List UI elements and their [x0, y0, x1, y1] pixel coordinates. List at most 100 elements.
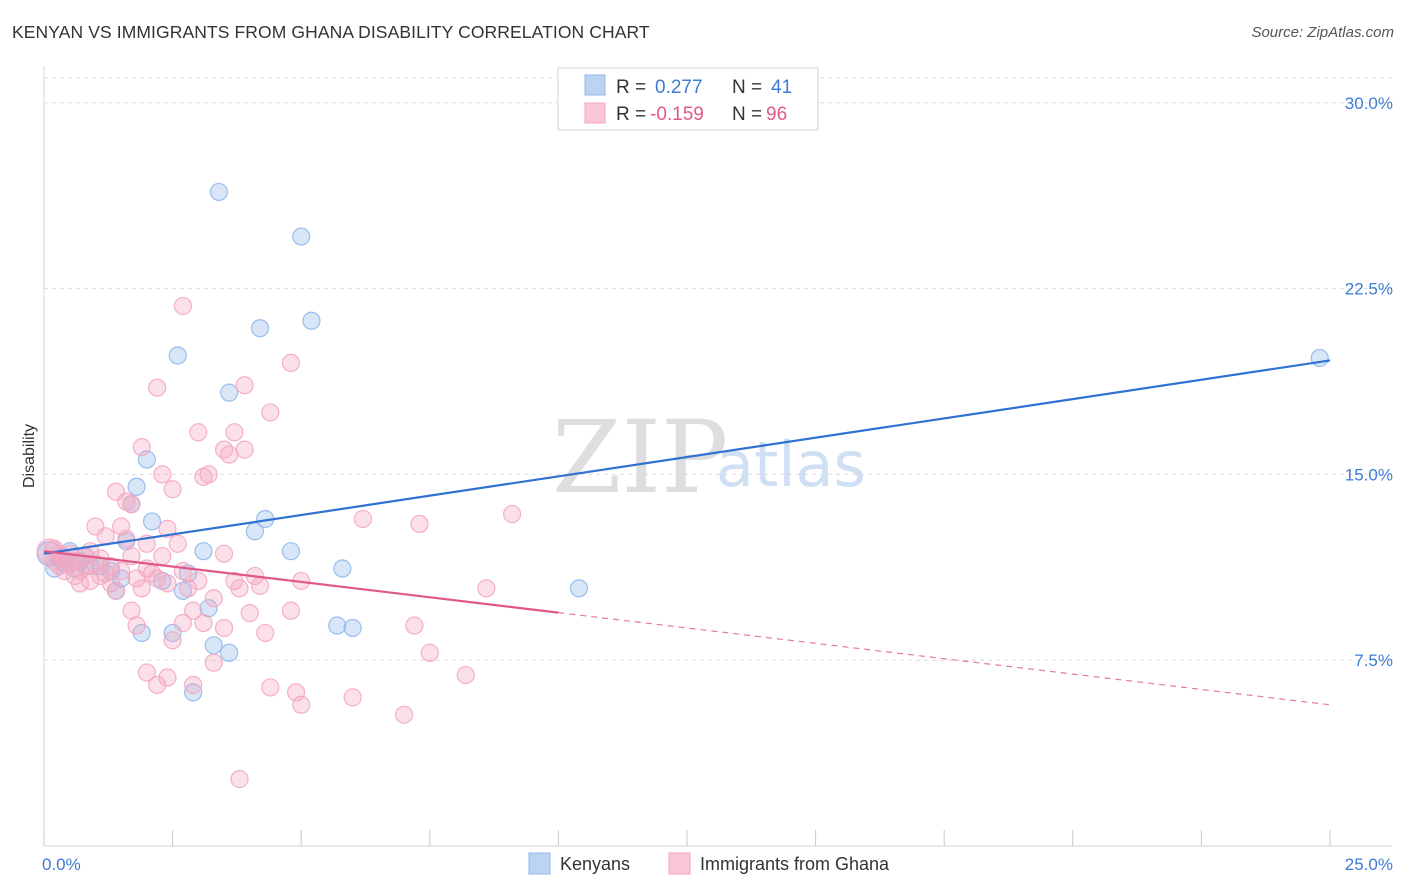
point-kenyans-15 — [127, 477, 146, 496]
bottom-legend-swatch-ghana — [668, 852, 691, 875]
point-kenyans-32 — [250, 319, 270, 338]
point-ghana-57 — [184, 601, 203, 620]
point-kenyans-40 — [569, 579, 589, 598]
point-ghana-55 — [173, 296, 192, 316]
point-ghana-63 — [199, 465, 218, 484]
watermark-atlas: atlas — [716, 428, 866, 501]
point-ghana-70 — [225, 423, 244, 442]
point-kenyans-35 — [292, 227, 311, 246]
chart-title: KENYAN VS IMMIGRANTS FROM GHANA DISABILI… — [12, 22, 650, 42]
point-kenyans-30 — [220, 383, 239, 402]
point-ghana-26 — [106, 581, 126, 600]
point-ghana-48 — [158, 574, 177, 593]
point-ghana-88 — [353, 509, 373, 529]
point-ghana-59 — [189, 423, 208, 442]
y-axis-tick-labels: 7.5% 15.0% 22.5% 30.0% — [1345, 94, 1393, 670]
point-ghana-74 — [235, 376, 254, 395]
point-ghana-21 — [96, 527, 115, 546]
legend-r-value-kenyans: 0.277 — [655, 77, 703, 98]
point-kenyans-29 — [220, 643, 239, 662]
x-axis-ticks — [43, 830, 1331, 846]
point-ghana-89 — [394, 705, 414, 724]
trend-lines — [43, 359, 1331, 706]
point-kenyans-18 — [142, 512, 162, 531]
y-tick-label-0: 7.5% — [1354, 651, 1393, 670]
point-kenyans-28 — [209, 182, 228, 202]
y-axis-label: Disability — [21, 424, 38, 488]
point-ghana-79 — [256, 623, 275, 643]
watermark-zip: ZIP — [552, 399, 728, 516]
point-ghana-76 — [240, 604, 259, 623]
legend-n-label-ghana: N = — [732, 104, 762, 125]
point-ghana-58 — [184, 675, 203, 695]
point-ghana-69 — [220, 445, 239, 464]
legend-r-label-kenyans: R = — [616, 77, 646, 98]
y-tick-label-3: 30.0% — [1345, 94, 1393, 113]
point-ghana-53 — [173, 561, 192, 581]
point-kenyans-25 — [194, 542, 213, 561]
point-ghana-73 — [230, 579, 249, 598]
point-kenyans-27 — [204, 636, 223, 655]
y-tick-label-1: 15.0% — [1345, 465, 1393, 484]
point-ghana-64 — [204, 589, 223, 608]
point-ghana-40 — [137, 663, 156, 682]
legend-n-value-kenyans: 41 — [771, 77, 792, 98]
bottom-legend-swatch-kenyans — [528, 852, 551, 875]
legend-swatch-kenyans — [584, 74, 606, 96]
trend-line-ghana-extrapolated — [558, 612, 1331, 706]
point-kenyans-21 — [168, 346, 187, 365]
point-ghana-72 — [230, 770, 249, 789]
point-ghana-35 — [127, 616, 146, 635]
point-ghana-92 — [420, 643, 439, 662]
point-ghana-94 — [477, 579, 496, 598]
point-ghana-42 — [148, 378, 167, 397]
point-ghana-80 — [261, 403, 280, 422]
legend-r-label-ghana: R = — [616, 104, 646, 125]
x-tick-label-min: 0.0% — [42, 855, 81, 874]
bottom-legend-label-ghana: Immigrants from Ghana — [700, 854, 890, 874]
point-ghana-44 — [148, 675, 167, 695]
point-ghana-60 — [189, 571, 208, 591]
point-ghana-50 — [163, 480, 182, 499]
x-tick-label-max: 25.0% — [1345, 855, 1393, 874]
point-ghana-31 — [122, 495, 141, 514]
point-ghana-47 — [158, 519, 177, 538]
point-ghana-54 — [173, 613, 192, 633]
point-ghana-10 — [65, 551, 84, 571]
point-ghana-43 — [148, 569, 167, 588]
bottom-legend-label-kenyans: Kenyans — [560, 854, 630, 874]
point-ghana-56 — [178, 579, 198, 598]
point-ghana-36 — [132, 438, 151, 457]
point-ghana-78 — [250, 576, 270, 595]
gridlines — [44, 77, 1392, 661]
point-ghana-65 — [204, 653, 223, 672]
y-tick-label-2: 22.5% — [1345, 280, 1393, 299]
point-ghana-51 — [163, 631, 182, 650]
point-ghana-93 — [456, 665, 475, 685]
point-ghana-49 — [158, 668, 177, 687]
legend-swatch-ghana — [584, 102, 606, 124]
point-kenyans-36 — [302, 311, 321, 330]
point-ghana-87 — [343, 688, 362, 707]
point-ghana-82 — [281, 353, 301, 373]
point-ghana-66 — [214, 440, 234, 459]
legend-n-value-ghana: 96 — [766, 104, 787, 125]
point-kenyans-34 — [281, 542, 301, 561]
point-ghana-30 — [117, 529, 136, 548]
legend-r-value-ghana: -0.159 — [650, 104, 704, 125]
point-ghana-68 — [214, 618, 234, 638]
point-ghana-16 — [81, 571, 100, 591]
point-ghana-52 — [168, 534, 187, 553]
point-ghana-62 — [194, 613, 213, 633]
chart-source: Source: ZipAtlas.com — [1251, 24, 1394, 41]
point-ghana-37 — [132, 579, 151, 598]
point-ghana-81 — [261, 678, 280, 697]
point-kenyans-38 — [333, 559, 352, 578]
bottom-legend: Kenyans Immigrants from Ghana — [528, 852, 890, 875]
legend-n-label-kenyans: N = — [732, 77, 762, 98]
top-legend: R = 0.277 N = 41 R = -0.159 N = 96 — [557, 67, 819, 131]
point-ghana-46 — [153, 547, 172, 566]
point-ghana-86 — [292, 695, 311, 714]
trend-line-ghana — [43, 550, 559, 614]
